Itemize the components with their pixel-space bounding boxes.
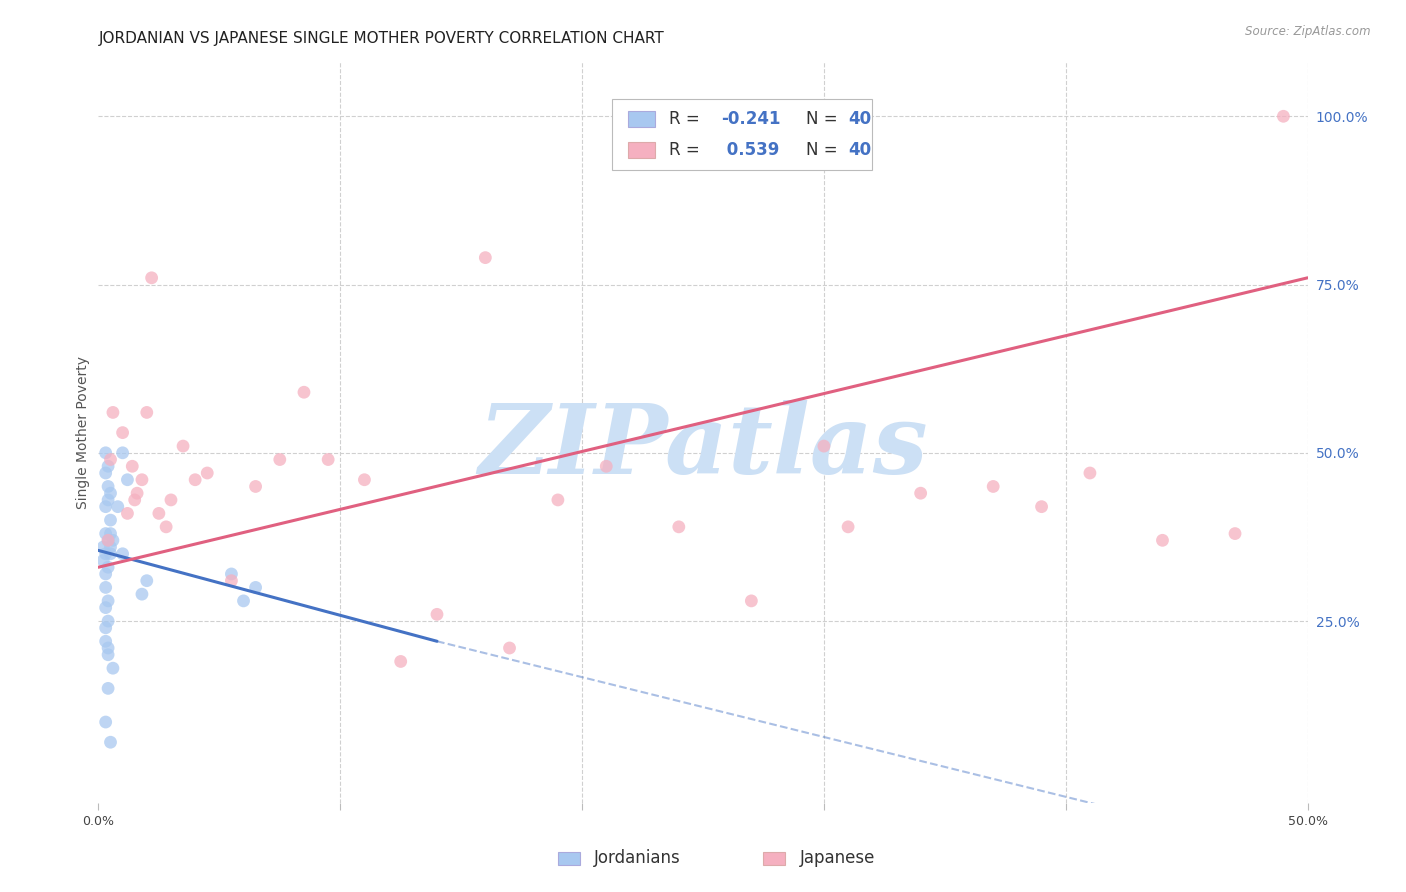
Text: R =: R = (669, 141, 706, 159)
Point (94, 600, 117, 615)
Point (232, 594, 254, 608)
Point (97, 614, 120, 628)
Point (195, 466, 218, 480)
Text: 40: 40 (848, 110, 872, 128)
Text: JORDANIAN VS JAPANESE SINGLE MOTHER POVERTY CORRELATION CHART: JORDANIAN VS JAPANESE SINGLE MOTHER POVE… (98, 31, 664, 46)
Point (97, 681, 120, 696)
Point (111, 425, 134, 440)
Point (117, 473, 139, 487)
Point (292, 385, 315, 400)
Point (94, 634, 117, 648)
Point (100, 452, 122, 467)
Point (131, 587, 153, 601)
Text: N =: N = (806, 110, 842, 128)
Point (100, 513, 122, 527)
Point (97, 640, 120, 655)
Point (1152, 533, 1174, 548)
Point (172, 439, 194, 453)
Point (426, 607, 449, 622)
Point (668, 520, 690, 534)
Point (101, 661, 124, 675)
Point (1272, 109, 1295, 123)
Point (1078, 466, 1101, 480)
Point (97, 560, 120, 574)
Point (135, 405, 157, 419)
Point (100, 486, 122, 500)
Point (155, 520, 177, 534)
Point (837, 520, 859, 534)
Text: Source: ZipAtlas.com: Source: ZipAtlas.com (1246, 25, 1371, 38)
Point (94, 621, 117, 635)
Point (269, 452, 291, 467)
Point (148, 507, 170, 521)
Point (245, 581, 267, 595)
Point (97, 492, 120, 507)
Point (94, 581, 117, 595)
Point (97, 479, 120, 493)
Text: ZIPatlas: ZIPatlas (478, 401, 928, 494)
Point (135, 574, 157, 588)
Text: Japanese: Japanese (800, 849, 875, 867)
Point (94, 500, 117, 514)
Point (94, 466, 117, 480)
Point (221, 574, 243, 588)
Point (127, 486, 149, 500)
Point (107, 500, 129, 514)
Point (141, 270, 163, 285)
Point (121, 459, 143, 474)
Text: N =: N = (806, 141, 842, 159)
Point (100, 735, 122, 749)
Point (91, 540, 114, 554)
Point (981, 479, 1004, 493)
Point (245, 479, 267, 493)
Point (184, 473, 207, 487)
Point (94, 526, 117, 541)
Point (100, 547, 122, 561)
Point (547, 492, 569, 507)
Text: 40: 40 (848, 141, 872, 159)
Point (117, 507, 139, 521)
Point (94, 714, 117, 729)
Point (97, 533, 120, 548)
Point (97, 648, 120, 662)
Bar (763, 852, 785, 865)
Text: R =: R = (669, 110, 706, 128)
Text: 0.539: 0.539 (721, 141, 779, 159)
Bar (628, 142, 655, 158)
Bar (628, 111, 655, 128)
Point (1223, 526, 1246, 541)
Point (100, 540, 122, 554)
Point (474, 251, 496, 265)
Point (740, 594, 762, 608)
Point (101, 405, 124, 419)
Point (221, 566, 243, 581)
Point (595, 459, 617, 474)
Point (97, 533, 120, 548)
Point (1031, 500, 1053, 514)
Point (813, 439, 835, 453)
Point (97, 594, 120, 608)
Point (101, 533, 124, 548)
Point (910, 486, 932, 500)
Point (100, 526, 122, 541)
Point (353, 473, 375, 487)
Point (131, 473, 153, 487)
Point (316, 452, 339, 467)
Point (124, 492, 146, 507)
Point (91, 553, 114, 567)
Point (111, 547, 134, 561)
Text: -0.241: -0.241 (721, 110, 780, 128)
Point (97, 459, 120, 474)
Point (94, 446, 117, 460)
Point (94, 566, 117, 581)
FancyBboxPatch shape (613, 99, 872, 169)
Point (498, 640, 520, 655)
Point (111, 446, 134, 460)
Point (389, 655, 412, 669)
Text: Jordanians: Jordanians (595, 849, 681, 867)
Point (160, 492, 183, 507)
Y-axis label: Single Mother Poverty: Single Mother Poverty (76, 356, 90, 509)
Point (94, 547, 117, 561)
Bar (558, 852, 579, 865)
